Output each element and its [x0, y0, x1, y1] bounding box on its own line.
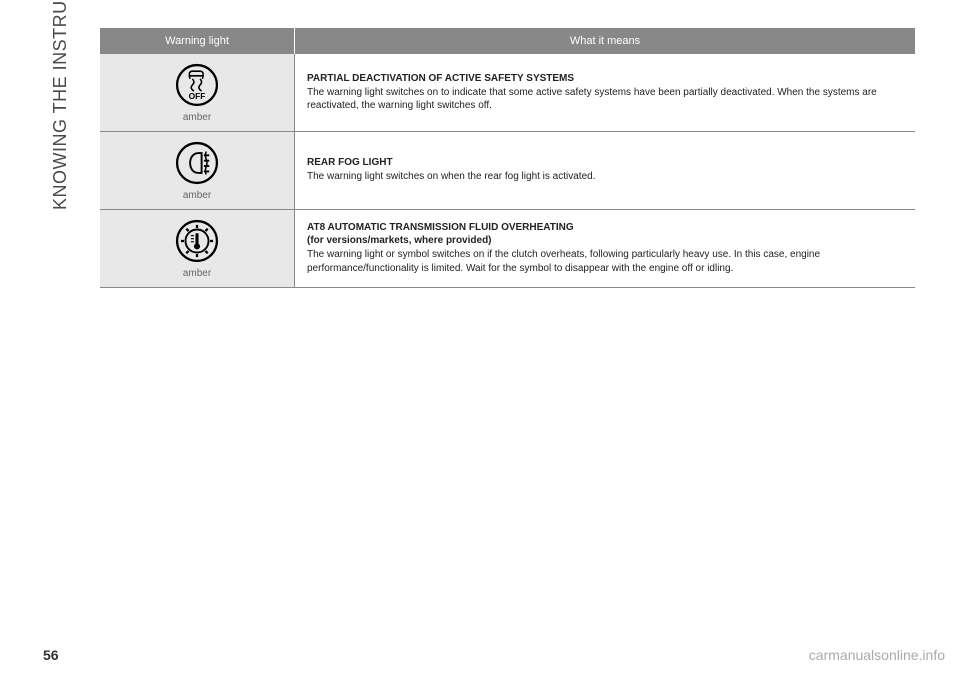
- svg-text:OFF: OFF: [189, 91, 206, 101]
- icon-cell: amber: [100, 132, 295, 209]
- color-label: amber: [183, 190, 211, 201]
- icon-cell: OFF amber: [100, 54, 295, 131]
- meaning-cell: PARTIAL DEACTIVATION OF ACTIVE SAFETY SY…: [295, 54, 915, 131]
- warning-light-table: Warning light What it means OFF amber PA…: [100, 28, 915, 288]
- icon-cell: amber: [100, 210, 295, 287]
- header-meaning: What it means: [295, 28, 915, 54]
- meaning-subtitle: (for versions/markets, where provided): [307, 235, 903, 246]
- rear-fog-icon: [174, 140, 220, 186]
- meaning-cell: REAR FOG LIGHT The warning light switche…: [295, 132, 915, 209]
- color-label: amber: [183, 268, 211, 279]
- color-label: amber: [183, 112, 211, 123]
- table-row: OFF amber PARTIAL DEACTIVATION OF ACTIVE…: [100, 54, 915, 132]
- meaning-text: The warning light or symbol switches on …: [307, 248, 903, 275]
- meaning-title: PARTIAL DEACTIVATION OF ACTIVE SAFETY SY…: [307, 73, 903, 84]
- page-number: 56: [43, 647, 59, 663]
- meaning-title: AT8 AUTOMATIC TRANSMISSION FLUID OVERHEA…: [307, 222, 903, 233]
- safety-off-icon: OFF: [174, 62, 220, 108]
- watermark: carmanualsonline.info: [809, 647, 945, 663]
- section-title: KNOWING THE INSTRUMENT PANEL: [50, 0, 71, 210]
- table-row: amber REAR FOG LIGHT The warning light s…: [100, 132, 915, 210]
- header-warning-light: Warning light: [100, 28, 295, 54]
- meaning-text: The warning light switches on when the r…: [307, 170, 903, 184]
- table-header-row: Warning light What it means: [100, 28, 915, 54]
- table-row: amber AT8 AUTOMATIC TRANSMISSION FLUID O…: [100, 210, 915, 288]
- meaning-title: REAR FOG LIGHT: [307, 157, 903, 168]
- transmission-temp-icon: [174, 218, 220, 264]
- meaning-text: The warning light switches on to indicat…: [307, 86, 903, 113]
- meaning-cell: AT8 AUTOMATIC TRANSMISSION FLUID OVERHEA…: [295, 210, 915, 287]
